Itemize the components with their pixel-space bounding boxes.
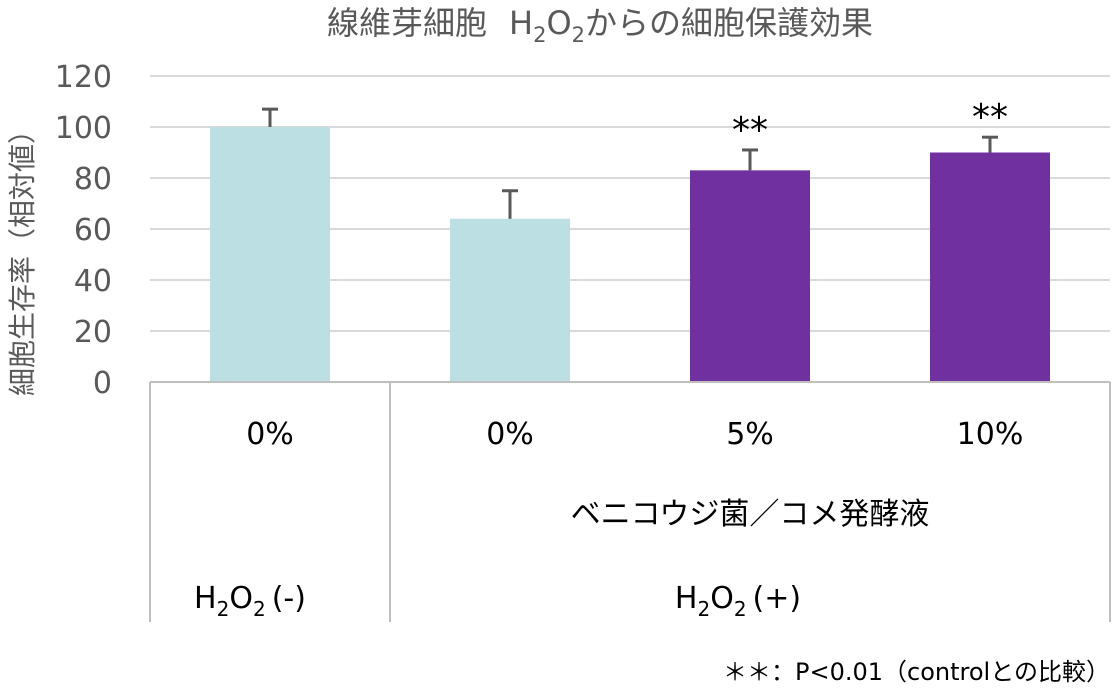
y-tick-label: 40 [74, 264, 112, 299]
cond-neg-sub1: 2 [217, 597, 230, 621]
group-label: ベニコウジ菌／コメ発酵液 [571, 497, 930, 532]
bar [930, 152, 1050, 382]
y-axis-label: 細胞生存率（相対値） [6, 116, 39, 396]
cond-neg-h: H [194, 581, 217, 616]
cond-pos-suffix: (+) [753, 581, 802, 616]
y-tick-label: 60 [74, 213, 112, 248]
x-category-label: 0% [246, 417, 294, 452]
y-tick-label: 80 [74, 162, 112, 197]
cond-pos-h: H [675, 581, 698, 616]
x-category-labels: 0% 0% 5% 10% [246, 417, 1023, 452]
cond-pos-sub2: 2 [734, 597, 747, 621]
bars [210, 127, 1050, 382]
title-sub1: 2 [533, 23, 546, 47]
y-tick-label: 20 [74, 315, 112, 350]
x-category-label: 5% [726, 417, 774, 452]
cond-neg-o: O [229, 581, 253, 616]
error-bars [262, 107, 998, 219]
condition-label-positive: H2O2 (+) [675, 581, 801, 621]
bar [450, 218, 570, 382]
chart-title: 線維芽細胞 H2O2からの細胞保護効果 [327, 4, 873, 47]
title-main: 線維芽細胞 [327, 4, 487, 42]
x-category-label: 10% [957, 417, 1024, 452]
title-h: H [509, 4, 533, 42]
condition-label-negative: H2O2 (-) [194, 581, 306, 621]
title-sub2: 2 [572, 23, 585, 47]
cond-neg-sub2: 2 [253, 597, 266, 621]
cond-pos-sub1: 2 [697, 597, 710, 621]
cond-neg-suffix: (-) [272, 581, 306, 616]
title-suffix: からの細胞保護効果 [585, 4, 873, 42]
bar [690, 170, 810, 382]
y-tick-label: 120 [55, 60, 112, 95]
y-tick-label: 100 [55, 111, 112, 146]
bar [210, 127, 330, 382]
y-tick-labels: 0 20 40 60 80 100 120 [55, 60, 112, 401]
footnote: ＊＊：P<0.01（controlとの比較） [723, 658, 1110, 686]
significance-mark: ** [732, 110, 768, 151]
title-o: O [546, 4, 571, 42]
category-table [149, 381, 1111, 622]
cond-pos-o: O [710, 581, 734, 616]
y-tick-label: 0 [93, 366, 112, 401]
significance-mark: ** [972, 97, 1008, 138]
x-category-label: 0% [486, 417, 534, 452]
significance-marks: ** ** [732, 97, 1008, 151]
